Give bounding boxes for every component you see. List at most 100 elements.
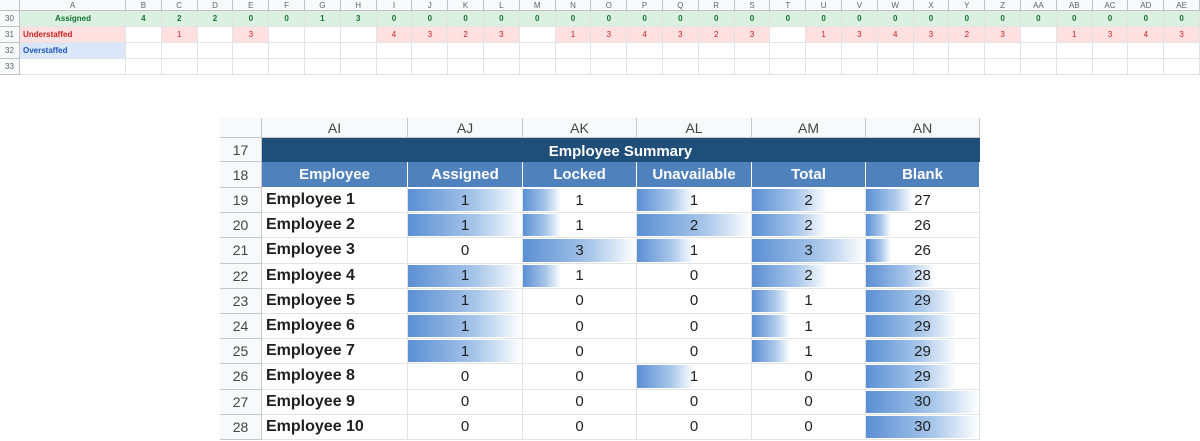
grid-cell[interactable]: 4 (1128, 27, 1165, 43)
grid-cell[interactable]: 0 (663, 11, 699, 27)
grid-cell[interactable]: 0 (985, 11, 1021, 27)
grid-cell[interactable] (269, 59, 305, 75)
grid-cell[interactable] (1164, 59, 1200, 75)
grid-cell[interactable] (627, 59, 663, 75)
grid-cell[interactable]: 0 (698, 11, 735, 27)
grid-cell[interactable]: 0 (269, 11, 305, 27)
grid-cell[interactable]: 0 (448, 11, 484, 27)
row-header-21[interactable]: 21 (220, 238, 262, 264)
grid-cell[interactable]: 3 (734, 27, 771, 43)
grid-cell[interactable]: 0 (1092, 11, 1129, 27)
row-header-32[interactable]: 32 (0, 43, 20, 59)
grid-cell[interactable]: 3 (842, 27, 878, 43)
summary-blank-cell[interactable]: 30 (866, 414, 980, 440)
grid-cell[interactable] (591, 59, 628, 75)
select-all-corner[interactable] (0, 0, 20, 11)
grid-cell[interactable] (734, 59, 771, 75)
grid-cell[interactable] (1056, 59, 1093, 75)
row-label-assigned[interactable]: Assigned (20, 11, 126, 27)
summary-blank-cell[interactable]: 28 (866, 263, 980, 289)
row-header-28[interactable]: 28 (220, 414, 262, 440)
grid-cell[interactable] (340, 27, 377, 43)
column-header-u[interactable]: U (806, 0, 842, 11)
column-header-f[interactable]: F (269, 0, 305, 11)
grid-cell[interactable] (448, 43, 484, 59)
grid-cell[interactable]: 0 (591, 11, 628, 27)
summary-locked-cell[interactable]: 0 (523, 364, 637, 390)
grid-cell[interactable]: 4 (376, 27, 413, 43)
summary-unavailable-cell[interactable]: 0 (637, 263, 752, 289)
summary-total-cell[interactable]: 1 (752, 339, 866, 365)
employee-name[interactable]: Employee 4 (262, 263, 408, 289)
grid-cell[interactable]: 0 (519, 11, 556, 27)
grid-cell[interactable] (985, 59, 1021, 75)
summary-total-cell[interactable]: 0 (752, 414, 866, 440)
grid-cell[interactable]: 0 (770, 11, 807, 27)
summary-locked-cell[interactable]: 1 (523, 213, 637, 239)
column-header-q[interactable]: Q (663, 0, 699, 11)
summary-unavailable-cell[interactable]: 0 (637, 414, 752, 440)
summary-locked-cell[interactable]: 3 (523, 238, 637, 264)
grid-cell[interactable]: 2 (197, 11, 234, 27)
grid-cell[interactable]: 0 (412, 11, 449, 27)
row-header-24[interactable]: 24 (220, 314, 262, 340)
grid-cell[interactable]: 3 (484, 27, 520, 43)
column-header-y[interactable]: Y (949, 0, 986, 11)
grid-cell[interactable] (663, 43, 699, 59)
grid-cell[interactable]: 1 (1056, 27, 1093, 43)
summary-assigned-cell[interactable]: 1 (408, 188, 523, 214)
grid-cell[interactable] (412, 59, 449, 75)
grid-cell[interactable] (376, 43, 413, 59)
grid-cell[interactable]: 0 (913, 11, 950, 27)
summary-locked-cell[interactable]: 1 (523, 188, 637, 214)
column-header-o[interactable]: O (591, 0, 628, 11)
grid-cell[interactable] (161, 43, 198, 59)
grid-cell[interactable]: 0 (627, 11, 663, 27)
column-header-z[interactable]: Z (985, 0, 1021, 11)
column-header-i[interactable]: I (376, 0, 413, 11)
column-header-x[interactable]: X (913, 0, 950, 11)
summary-locked-cell[interactable]: 0 (523, 389, 637, 415)
grid-cell[interactable]: 3 (913, 27, 950, 43)
employee-name[interactable]: Employee 7 (262, 339, 408, 365)
row-header-26[interactable]: 26 (220, 364, 262, 390)
employee-name[interactable]: Employee 3 (262, 238, 408, 264)
summary-assigned-cell[interactable]: 0 (408, 414, 523, 440)
grid-cell[interactable] (1021, 27, 1057, 43)
summary-assigned-cell[interactable]: 0 (408, 364, 523, 390)
grid-cell[interactable] (663, 59, 699, 75)
select-all-corner[interactable] (220, 118, 262, 138)
grid-cell[interactable]: 3 (1164, 27, 1200, 43)
row-label-over[interactable]: Overstaffed (20, 43, 126, 59)
summary-unavailable-cell[interactable]: 2 (637, 213, 752, 239)
column-header-am[interactable]: AM (752, 118, 866, 138)
column-header-c[interactable]: C (161, 0, 198, 11)
grid-cell[interactable]: 3 (340, 11, 377, 27)
summary-assigned-cell[interactable]: 1 (408, 314, 523, 340)
column-header-a[interactable]: A (20, 0, 126, 11)
summary-blank-cell[interactable]: 29 (866, 288, 980, 314)
summary-blank-cell[interactable]: 26 (866, 213, 980, 239)
grid-cell[interactable] (770, 27, 807, 43)
grid-cell[interactable] (1092, 43, 1129, 59)
column-header-n[interactable]: N (555, 0, 592, 11)
grid-cell[interactable] (340, 59, 377, 75)
column-header-s[interactable]: S (734, 0, 771, 11)
grid-cell[interactable] (376, 59, 413, 75)
grid-cell[interactable] (197, 59, 234, 75)
grid-cell[interactable] (555, 59, 592, 75)
summary-assigned-cell[interactable]: 1 (408, 288, 523, 314)
column-header-ak[interactable]: AK (523, 118, 637, 138)
column-header-ad[interactable]: AD (1128, 0, 1165, 11)
grid-cell[interactable]: 0 (842, 11, 878, 27)
column-header-w[interactable]: W (877, 0, 914, 11)
grid-cell[interactable]: 0 (734, 11, 771, 27)
grid-cell[interactable] (591, 43, 628, 59)
grid-cell[interactable]: 0 (806, 11, 842, 27)
grid-cell[interactable] (1021, 43, 1057, 59)
summary-unavailable-cell[interactable]: 0 (637, 389, 752, 415)
grid-cell[interactable] (1092, 59, 1129, 75)
column-header-aa[interactable]: AA (1021, 0, 1057, 11)
grid-cell[interactable]: 0 (1164, 11, 1200, 27)
grid-cell[interactable] (985, 43, 1021, 59)
